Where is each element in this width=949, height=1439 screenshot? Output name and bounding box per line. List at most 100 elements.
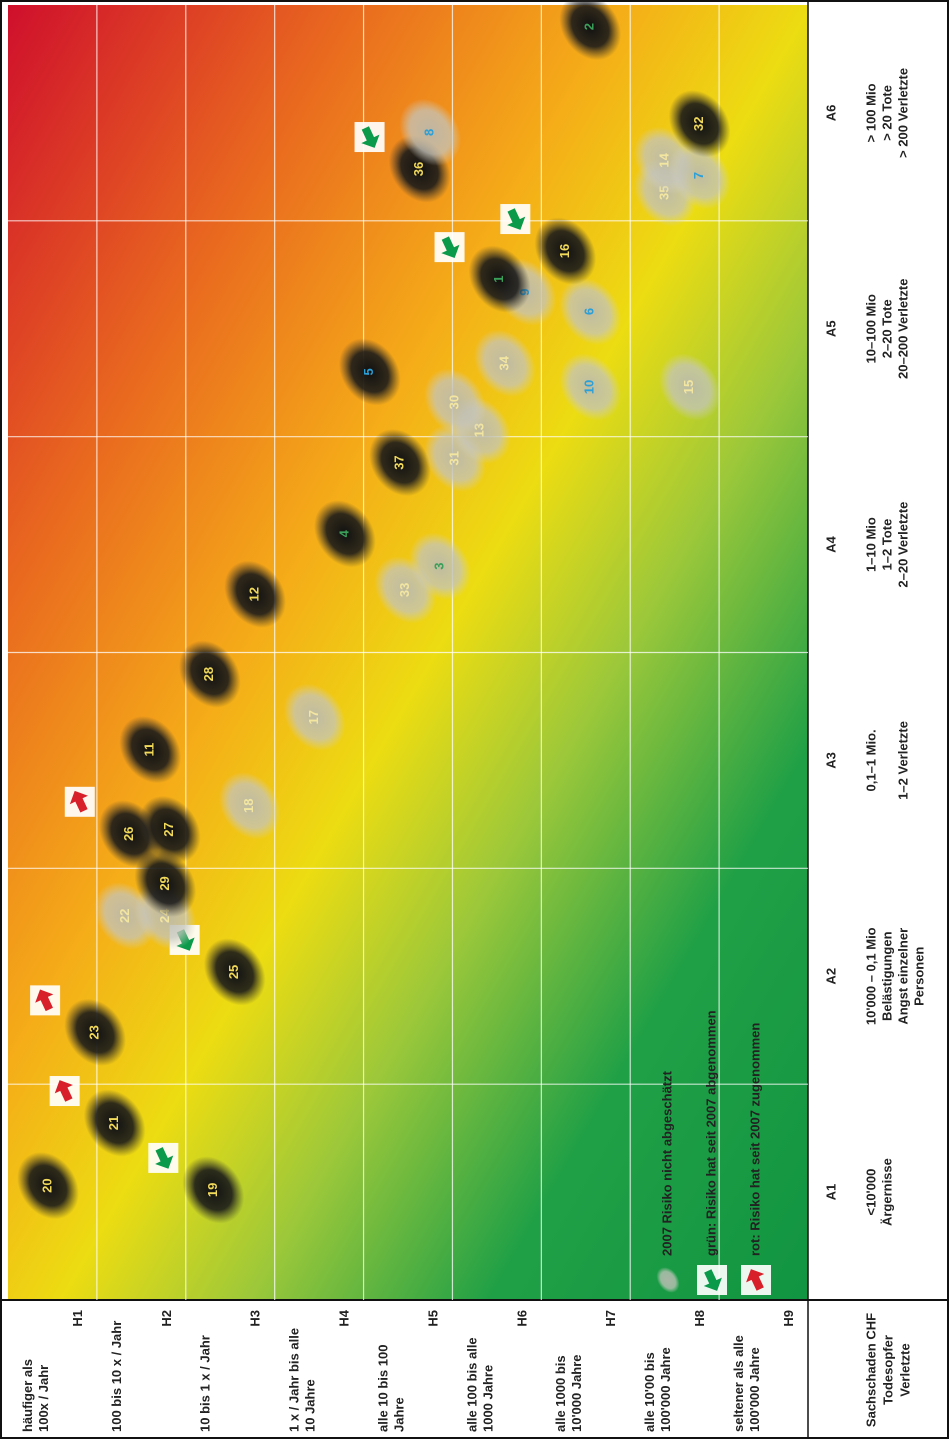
risk-blob [138, 795, 201, 864]
damage-label: 0,1–1 Mio. [863, 729, 878, 791]
damage-label: 2–20 Verletzte [895, 502, 910, 588]
legend-label: rot: Risiko hat seit 2007 zugenommen [747, 1023, 762, 1256]
risk-label: 17 [306, 710, 321, 724]
risk-label: 7 [691, 172, 706, 179]
trend-arrow [703, 1269, 722, 1291]
damage-class: A2 [823, 968, 838, 985]
legend-label: 2007 Risiko nicht abgeschätzt [659, 1070, 674, 1256]
risk-label: 31 [447, 451, 462, 465]
frequency-label: seltener als alle [731, 1335, 746, 1432]
damage-label: Belästigungen [879, 931, 894, 1021]
damage-label: <10'000 [863, 1169, 878, 1216]
frequency-label: 100'000 Jahre [747, 1347, 762, 1432]
frequency-label: 1000 Jahre [480, 1365, 495, 1432]
risk-label: 33 [397, 583, 412, 597]
risk-label: 1 [491, 275, 506, 282]
risk-label: 10 [582, 380, 597, 394]
legend-icon [656, 1267, 680, 1293]
trend-arrow [441, 236, 460, 258]
trend-arrow [155, 1147, 174, 1169]
risk-blob [658, 353, 721, 421]
risk-label: 37 [391, 455, 406, 469]
corner-label: Todesopfer [880, 1335, 895, 1405]
risk-label: 4 [336, 529, 351, 537]
risk-label: 2 [582, 23, 597, 30]
damage-label: 1–10 Mio [863, 517, 878, 572]
risk-label: 34 [496, 355, 511, 370]
risk-label: 27 [161, 822, 176, 836]
damage-label: Angst einzelner [895, 928, 910, 1025]
frequency-label: alle 100 bis alle [464, 1337, 479, 1432]
frequency-label: 1 x / Jahr bis alle [287, 1328, 302, 1432]
risk-label: 18 [241, 799, 256, 813]
risk-label: 8 [422, 129, 437, 136]
damage-label: Personen [911, 947, 926, 1006]
risk-label: 23 [87, 1025, 102, 1039]
damage-class: A3 [823, 752, 838, 769]
frequency-label: 10'000 Jahre [569, 1354, 584, 1432]
frequency-class: H9 [781, 1310, 796, 1327]
risk-blob [64, 998, 126, 1066]
damage-label: 1–2 Verletzte [895, 721, 910, 800]
risk-blob [399, 98, 462, 166]
risk-blob [283, 683, 346, 751]
frequency-label: 10 Jahre [303, 1379, 318, 1432]
risk-label: 6 [582, 308, 597, 315]
risk-label: 25 [226, 965, 241, 979]
risk-blob [119, 716, 182, 784]
frequency-label: alle 10 bis 100 [375, 1345, 390, 1432]
risk-label: 12 [247, 587, 262, 601]
trend-arrow [35, 989, 54, 1012]
damage-label: 20–200 Verletzte [895, 279, 910, 379]
risk-label: 26 [121, 827, 136, 841]
risk-blob [218, 772, 281, 840]
damage-class: A4 [823, 536, 838, 553]
corner-label: Verletzte [897, 1343, 912, 1396]
trend-arrow [507, 208, 526, 230]
risk-label: 3 [431, 563, 446, 570]
risk-label: 32 [691, 116, 706, 130]
risk-blob [559, 277, 622, 346]
frequency-label: 10 bis 1 x / Jahr [198, 1335, 213, 1432]
damage-label: 2–20 Tote [879, 299, 894, 358]
frequency-class: H6 [514, 1310, 529, 1327]
frequency-class: H5 [425, 1310, 440, 1327]
risk-blob [178, 640, 241, 708]
frequency-label: 100x / Jahr [36, 1365, 51, 1432]
risk-label: 20 [39, 1178, 54, 1192]
frequency-class: H3 [248, 1310, 263, 1327]
risk-label: 5 [361, 368, 376, 375]
risk-blob [83, 1089, 146, 1157]
legend-label: grün: Risiko hat seit 2007 abgenommen [703, 1010, 718, 1256]
frequency-label: alle 10'00 bis [642, 1352, 657, 1432]
frequency-label: alle 1000 bis [553, 1355, 568, 1432]
frequency-class: H7 [603, 1310, 618, 1327]
risk-blob [424, 368, 486, 436]
risk-label: 22 [117, 909, 132, 923]
frequency-label: häufiger als [20, 1359, 35, 1432]
damage-label: 10'000 – 0,1 Mio [863, 927, 878, 1025]
risk-blob [203, 938, 266, 1006]
risk-blob [369, 428, 431, 497]
risk-label: 19 [205, 1183, 220, 1197]
trend-arrow [69, 790, 88, 813]
trend-arrow [361, 126, 380, 148]
risk-label: 30 [447, 395, 462, 409]
damage-class: A5 [823, 320, 838, 337]
risk-blob [314, 500, 376, 568]
risk-label: 14 [656, 152, 671, 167]
risk-blob [224, 560, 286, 628]
damage-label: Ärgernisse [879, 1158, 894, 1226]
risk-blob [17, 1152, 79, 1220]
risk-blob [134, 849, 197, 918]
damage-label: > 200 Verletzte [895, 68, 910, 158]
risk-blob [409, 532, 471, 600]
damage-label: > 20 Tote [879, 85, 894, 141]
frequency-class: H8 [692, 1310, 707, 1327]
risk-label: 21 [106, 1116, 121, 1130]
risk-label: 28 [201, 667, 216, 681]
trend-arrow [746, 1269, 765, 1291]
damage-label: > 100 Mio [863, 83, 878, 142]
risk-blob [668, 90, 731, 158]
